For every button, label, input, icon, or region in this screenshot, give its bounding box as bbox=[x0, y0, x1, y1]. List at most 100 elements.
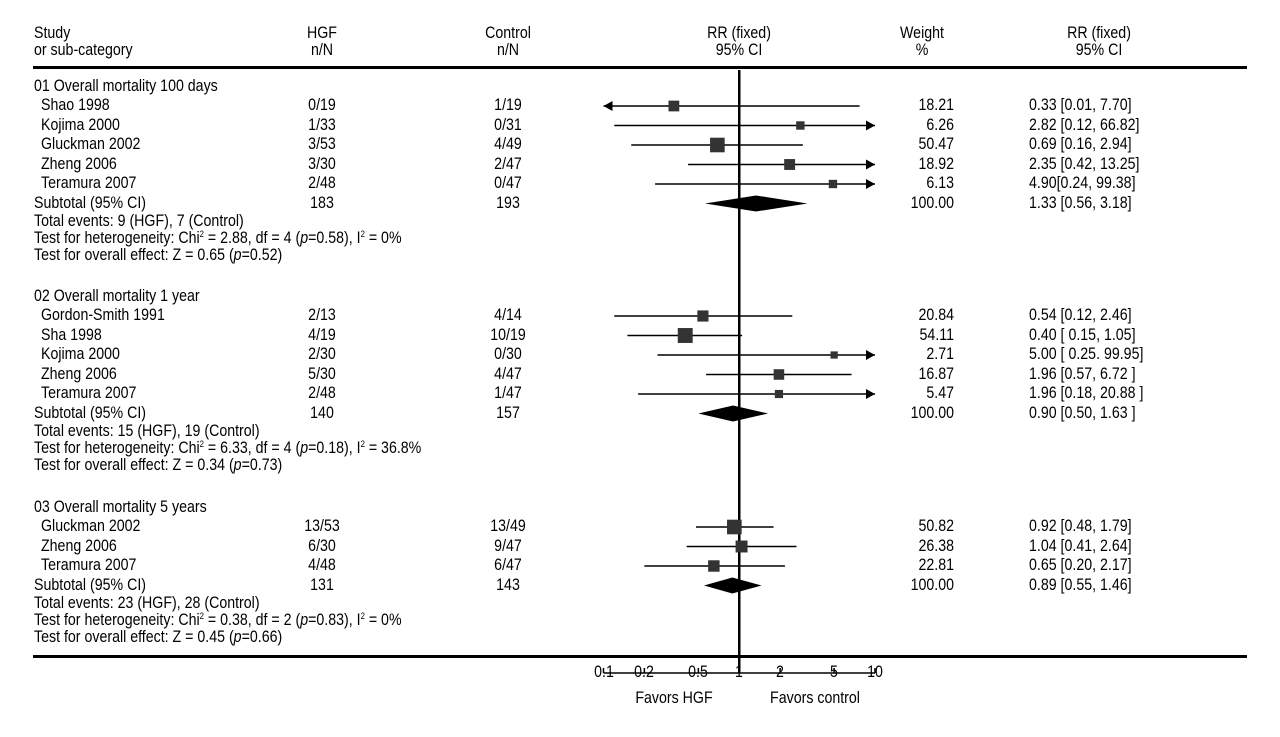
heterogeneity-test: Test for heterogeneity: Chi2 = 2.88, df … bbox=[34, 229, 402, 247]
study-weight: 18.21 bbox=[918, 96, 954, 114]
study-control-events: 4/49 bbox=[494, 135, 522, 153]
study-point-estimate bbox=[727, 519, 742, 535]
study-weight: 5.47 bbox=[926, 384, 954, 402]
study-name: Kojima 2000 bbox=[41, 345, 120, 363]
overall-effect-test: Test for overall effect: Z = 0.65 (p=0.5… bbox=[34, 246, 282, 264]
study-weight: 26.38 bbox=[918, 536, 954, 555]
ci-arrow-right bbox=[866, 120, 875, 131]
het-i2-sup: 2 bbox=[360, 228, 365, 239]
study-hgf-events: 3/53 bbox=[308, 135, 336, 153]
eff-text: =0.66) bbox=[241, 627, 283, 646]
ci-arrow-right bbox=[866, 179, 875, 189]
study-point-estimate bbox=[668, 100, 680, 112]
study-rr-ci: 1.04 [0.41, 2.64] bbox=[1029, 536, 1132, 555]
study-rr-ci: 0.54 [0.12, 2.46] bbox=[1029, 306, 1132, 324]
het-text: Test for heterogeneity: Chi bbox=[34, 438, 200, 457]
group-title: 03 Overall mortality 5 years bbox=[34, 498, 207, 516]
study-control-events: 13/49 bbox=[490, 517, 526, 535]
study-control-events: 0/31 bbox=[494, 115, 522, 134]
study-name: Teramura 2007 bbox=[41, 384, 137, 402]
header-hgf-nn: n/N bbox=[310, 41, 334, 59]
subtotal-diamond bbox=[704, 577, 762, 594]
study-point-estimate bbox=[735, 540, 748, 553]
het-text: = 0% bbox=[364, 228, 402, 247]
ci-arrow-left bbox=[603, 101, 613, 111]
subtotal-diamond bbox=[698, 405, 769, 422]
subtotal-hgf-total: 183 bbox=[310, 193, 334, 212]
ci-arrow-right bbox=[866, 389, 875, 399]
study-weight: 50.47 bbox=[918, 135, 954, 153]
study-hgf-events: 1/33 bbox=[308, 115, 336, 134]
study-hgf-events: 2/48 bbox=[308, 384, 336, 402]
subtotal-rr-ci: 0.90 [0.50, 1.63 ] bbox=[1029, 403, 1136, 422]
study-hgf-events: 3/30 bbox=[308, 154, 336, 173]
study-point-estimate bbox=[773, 369, 785, 380]
subtotal-label: Subtotal (95% CI) bbox=[34, 403, 147, 422]
study-weight: 50.82 bbox=[918, 517, 954, 535]
study-hgf-events: 4/19 bbox=[308, 325, 336, 344]
study-hgf-events: 4/48 bbox=[308, 556, 336, 574]
study-hgf-events: 2/30 bbox=[308, 345, 336, 363]
subtotal-weight: 100.00 bbox=[910, 403, 954, 422]
subtotal-hgf-total: 140 bbox=[310, 403, 334, 422]
study-name: Gluckman 2002 bbox=[41, 517, 141, 535]
het-text: =0.83), I bbox=[308, 610, 361, 629]
header-study: Study bbox=[34, 24, 71, 42]
study-weight: 22.81 bbox=[918, 556, 954, 574]
study-rr-ci: 0.33 [0.01, 7.70] bbox=[1029, 96, 1132, 114]
study-point-estimate bbox=[796, 121, 805, 130]
study-rr-ci: 1.96 [0.18, 20.88 ] bbox=[1029, 384, 1144, 402]
het-text: = 0% bbox=[364, 610, 402, 629]
total-events: Total events: 23 (HGF), 28 (Control) bbox=[34, 593, 260, 612]
header-hgf: HGF bbox=[307, 24, 337, 42]
het-i2-sup: 2 bbox=[360, 438, 365, 449]
study-rr-ci: 1.96 [0.57, 6.72 ] bbox=[1029, 364, 1136, 383]
header-rr-ci: 95% CI bbox=[715, 41, 763, 59]
total-events: Total events: 15 (HGF), 19 (Control) bbox=[34, 421, 260, 440]
study-name: Zheng 2006 bbox=[41, 154, 117, 173]
study-rr-ci: 0.69 [0.16, 2.94] bbox=[1029, 135, 1132, 153]
subtotal-rr-ci: 0.89 [0.55, 1.46] bbox=[1029, 575, 1132, 594]
study-hgf-events: 5/30 bbox=[308, 364, 336, 383]
study-control-events: 9/47 bbox=[494, 536, 522, 555]
subtotal-hgf-total: 131 bbox=[310, 575, 334, 594]
eff-text: =0.73) bbox=[241, 455, 283, 474]
study-hgf-events: 6/30 bbox=[308, 536, 336, 555]
study-weight: 2.71 bbox=[926, 345, 954, 363]
subtotal-rr-ci: 1.33 [0.56, 3.18] bbox=[1029, 193, 1132, 212]
subtotal-label: Subtotal (95% CI) bbox=[34, 193, 147, 212]
overall-effect-test: Test for overall effect: Z = 0.45 (p=0.6… bbox=[34, 628, 282, 646]
header-rr2: RR (fixed) bbox=[1067, 24, 1131, 42]
het-text: = 0.38, df = 2 ( bbox=[203, 610, 301, 629]
study-weight: 6.26 bbox=[926, 115, 954, 134]
study-control-events: 6/47 bbox=[494, 556, 522, 574]
group-title: 01 Overall mortality 100 days bbox=[34, 77, 218, 95]
eff-text: Test for overall effect: Z = 0.65 ( bbox=[34, 245, 234, 264]
study-point-estimate bbox=[708, 560, 720, 572]
study-hgf-events: 2/48 bbox=[308, 174, 336, 192]
total-events: Total events: 9 (HGF), 7 (Control) bbox=[34, 211, 244, 230]
het-chi-sup: 2 bbox=[199, 438, 204, 449]
study-weight: 6.13 bbox=[926, 174, 954, 192]
study-weight: 16.87 bbox=[918, 364, 954, 383]
study-control-events: 1/47 bbox=[494, 384, 522, 402]
study-point-estimate bbox=[830, 351, 838, 359]
header-rr: RR (fixed) bbox=[707, 24, 771, 42]
study-control-events: 10/19 bbox=[490, 325, 526, 344]
ci-arrow-right bbox=[866, 159, 875, 170]
het-chi-sup: 2 bbox=[199, 228, 204, 239]
eff-text: Test for overall effect: Z = 0.45 ( bbox=[34, 627, 234, 646]
header-control-nn: n/N bbox=[496, 41, 520, 59]
het-p: p bbox=[300, 610, 309, 629]
header-rr2-ci: 95% CI bbox=[1075, 41, 1123, 59]
heterogeneity-test: Test for heterogeneity: Chi2 = 6.33, df … bbox=[34, 439, 421, 457]
study-rr-ci: 2.82 [0.12, 66.82] bbox=[1029, 115, 1140, 134]
eff-p: p bbox=[233, 455, 242, 474]
header-subcategory: or sub-category bbox=[34, 41, 133, 59]
study-point-estimate bbox=[828, 179, 838, 189]
study-control-events: 2/47 bbox=[494, 154, 522, 173]
het-chi-sup: 2 bbox=[199, 610, 204, 621]
study-name: Gluckman 2002 bbox=[41, 135, 141, 153]
eff-text: =0.52) bbox=[241, 245, 283, 264]
